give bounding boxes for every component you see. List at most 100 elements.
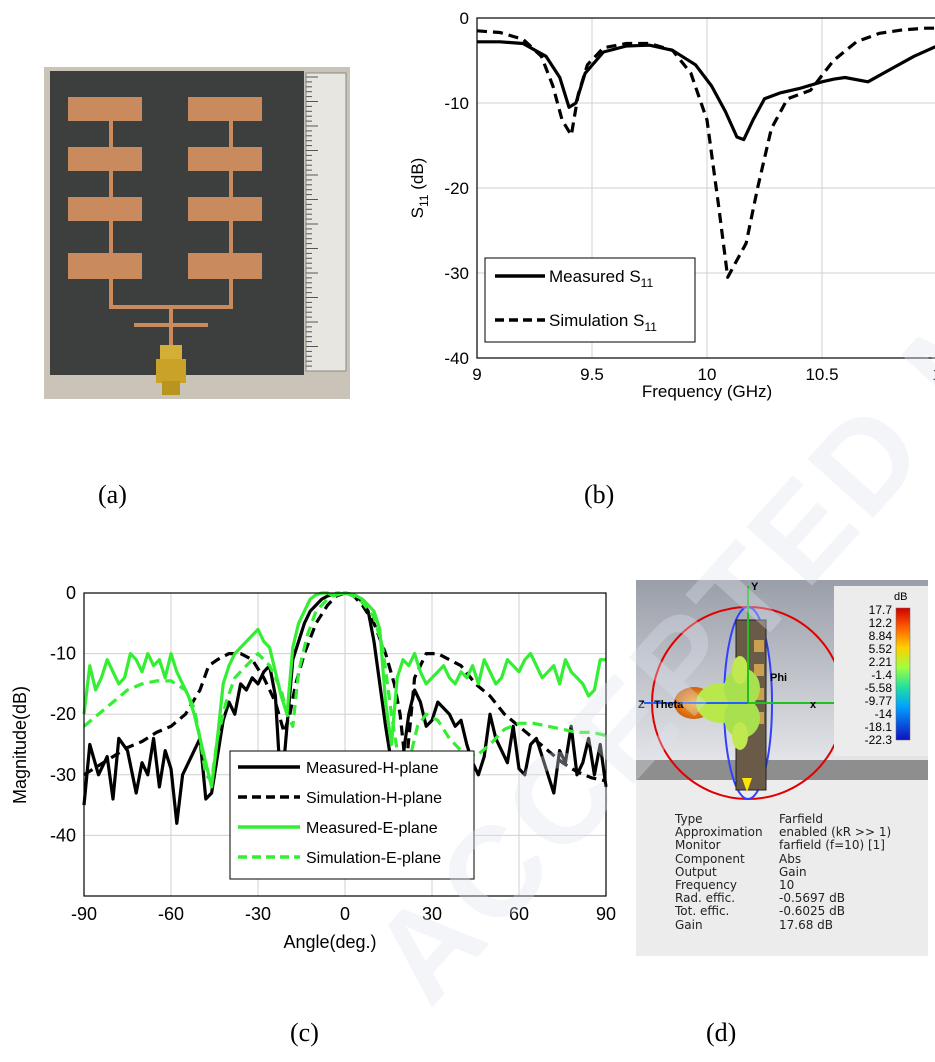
info-key: Tot. effic. [675,904,730,919]
axis-z-label: Z [638,699,645,711]
x-tick-label: 0 [340,904,350,924]
info-row: Monitor farfield (f=10) [1] [675,839,891,852]
x-tick-label: 90 [596,904,616,924]
info-value: 17.68 dB [779,917,834,932]
colorbar-tick-label: -14 [875,707,893,721]
s11-y-axis-sub: 11 [417,194,431,207]
colorbar-tick-label: -22.3 [865,733,893,747]
y-tick-label: -30 [50,765,76,785]
info-value: Gain [779,864,807,879]
colorbar-tick-label: 12.2 [869,616,893,630]
legend-measured-e: Measured-E-plane [306,820,438,837]
series-line-1 [476,26,935,279]
rad-y-axis-label: Magnitude(dB) [10,686,30,804]
legend-simulation-h: Simulation-H-plane [306,790,442,807]
axis-x-label: x [810,699,817,711]
x-tick-label: 1 [932,365,935,384]
colorbar-tick-label: 17.7 [869,603,893,617]
info-key: Approximation [675,825,763,840]
axis-phi-label: Phi [770,672,787,684]
radiation-chart: -90 -60 -30 0 30 60 90 0 -10 -20 -30 -40 Angle(deg.… [10,583,616,952]
s11-legend-simulation: Simulation S11 [549,311,657,334]
info-row: Output Gain [675,864,891,879]
info-value: Farfield [779,812,823,826]
s11-series [476,26,935,279]
legend-simulation-e: Simulation-E-plane [306,850,441,867]
rad-series [82,591,608,825]
info-key: Rad. effic. [675,891,736,906]
legend-measured-h: Measured-H-plane [306,760,439,777]
info-key: Output [675,864,717,879]
x-tick-label: 30 [422,904,442,924]
legend-measured-main: Measured S [549,267,641,286]
label-c: (c) [290,1018,319,1047]
x-tick-label: 9 [472,365,481,384]
s11-y-axis-label: S11 (dB) [408,158,431,219]
s11-x-axis-label: Frequency (GHz) [642,382,772,401]
colorbar-title: dB [894,591,907,603]
colorbar-tick-label: 5.52 [869,642,893,656]
s11-legend: Measured S11 Simulation S11 [484,257,696,343]
label-b: (b) [584,480,615,509]
info-key: Frequency [675,878,737,893]
info-value: enabled (kR >> 1) [779,825,892,840]
axis-y-label: Y [751,581,759,593]
s11-y-axis-unit: (dB) [408,158,427,195]
x-tick-label: 10.5 [805,365,838,384]
info-row: Frequency 10 [675,878,891,893]
colorbar [895,607,911,741]
y-tick-label: 0 [460,9,469,28]
info-row: Component Abs [675,851,891,866]
info-row: Approximation enabled (kR >> 1) [675,826,891,839]
legend-simulation-main: Simulation S [549,311,644,330]
info-key: Component [675,851,745,866]
rad-legend: Measured-H-plane Simulation-H-plane Meas… [229,750,475,880]
info-value: 10 [779,878,795,893]
legend-simulation-sub: 11 [644,320,657,334]
label-d: (d) [706,1018,737,1047]
y-tick-label: -10 [50,644,76,664]
info-row: Rad. effic. -0.5697 dB [675,892,891,905]
x-tick-label: -30 [245,904,271,924]
info-row: Gain 17.68 dB [675,917,891,932]
info-row: Tot. effic. -0.6025 dB [675,905,891,918]
y-tick-label: 0 [66,583,76,603]
y-tick-label: -20 [50,704,76,724]
rad-x-axis-label: Angle(deg.) [283,932,376,952]
x-tick-label: 10 [698,365,717,384]
legend-measured-sub: 11 [641,276,654,290]
y-tick-label: -30 [444,264,469,283]
x-tick-label: -60 [158,904,184,924]
series-line-0 [477,40,935,142]
info-value: farfield (f=10) [1] [779,838,885,853]
farfield-3d-view: Y Z Theta x Phi dB 17.712.28.845.522.21-… [636,580,928,956]
rad-tick-labels: -90 -60 -30 0 30 60 90 0 -10 -20 -30 -40 [50,583,616,924]
x-tick-label: 9.5 [580,365,604,384]
info-row: Type Farfield [675,812,891,826]
farfield-info-table: Type Farfield Approximation enabled (kR >> … [675,812,891,932]
label-a: (a) [98,480,127,509]
x-tick-label: -90 [71,904,97,924]
info-key: Monitor [675,838,721,853]
y-tick-label: -20 [444,179,469,198]
info-value: -0.5697 dB [779,891,845,906]
colorbar-tick-label: -5.58 [865,681,893,695]
y-tick-label: -10 [444,94,469,113]
s11-y-axis-main: S [408,207,427,218]
info-value: Abs [779,851,802,866]
series-line-3 [82,591,607,783]
colorbar-tick-label: -9.77 [865,694,893,708]
x-tick-label: 60 [509,904,529,924]
info-key: Gain [675,917,703,932]
antenna-photo [44,67,350,399]
y-tick-label: -40 [50,825,76,845]
axis-theta-label: Theta [654,699,684,711]
colorbar-labels: 17.712.28.845.522.21-1.4-5.58-9.77-14-18… [865,603,893,747]
info-value: -0.6025 dB [779,904,845,919]
colorbar-tick-label: -1.4 [871,668,892,682]
colorbar-tick-label: 8.84 [869,629,893,643]
colorbar-tick-label: 2.21 [869,655,893,669]
y-tick-label: -40 [444,349,469,368]
